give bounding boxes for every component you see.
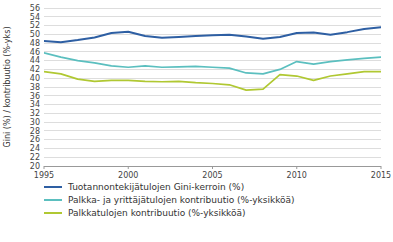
grid-line bbox=[44, 43, 381, 44]
lines bbox=[44, 27, 381, 90]
y-tick-label: 50 bbox=[30, 30, 40, 39]
legend-label: Tuotannontekijätulojen Gini-kerroin (%) bbox=[67, 182, 244, 192]
x-tick bbox=[128, 166, 129, 169]
grid-line bbox=[44, 104, 381, 105]
y-tick-label: 44 bbox=[30, 56, 40, 65]
x-tick bbox=[296, 166, 297, 169]
series-line bbox=[44, 27, 381, 42]
grid-line bbox=[44, 51, 381, 52]
grid-line bbox=[44, 78, 381, 79]
y-tick-label: 28 bbox=[30, 127, 40, 136]
legend-swatch bbox=[44, 186, 62, 188]
legend-label: Palkka- ja yrittäjätulojen kontribuutio … bbox=[68, 195, 295, 205]
x-tick bbox=[381, 166, 382, 169]
x-axis: 1995 2000 2005 2010 2015 bbox=[34, 166, 391, 180]
chart: 2022242628303234363840424446485052545619… bbox=[0, 0, 393, 242]
grid-line bbox=[44, 122, 381, 123]
y-tick-label: 22 bbox=[30, 153, 40, 162]
x-tick bbox=[212, 166, 213, 169]
series-line bbox=[44, 53, 381, 74]
y-tick-label: 20 bbox=[30, 162, 40, 171]
legend-label: Palkkatulojen kontribuutio (%-yksikköä) bbox=[68, 208, 246, 218]
grid-line bbox=[44, 130, 381, 131]
y-tick-label: 48 bbox=[30, 39, 40, 48]
grid-line bbox=[44, 25, 381, 26]
y-tick-label: 32 bbox=[30, 109, 40, 118]
y-tick-label: 30 bbox=[30, 118, 40, 127]
y-tick-label: 38 bbox=[30, 83, 40, 92]
y-tick-label: 54 bbox=[30, 13, 40, 22]
grid-line bbox=[44, 8, 381, 9]
grid-line bbox=[44, 148, 381, 149]
x-tick bbox=[44, 166, 45, 169]
legend-swatch bbox=[44, 199, 62, 201]
legend: Tuotannontekijätulojen Gini-kerroin (%) P… bbox=[44, 182, 295, 218]
y-tick-label: 36 bbox=[30, 92, 40, 101]
y-tick-label: 40 bbox=[30, 74, 40, 83]
grid-line bbox=[44, 95, 381, 96]
series-line bbox=[44, 72, 381, 90]
y-axis-label: Gini (%) / kontribuutio (%-yks) bbox=[3, 27, 12, 148]
legend-swatch bbox=[44, 212, 62, 214]
grid-line bbox=[44, 157, 381, 158]
x-tick-label: 2000 bbox=[118, 171, 138, 180]
y-tick-label: 34 bbox=[30, 100, 40, 109]
y-tick-label: 52 bbox=[30, 21, 40, 30]
y-tick-label: 24 bbox=[30, 144, 40, 153]
grid-line bbox=[44, 69, 381, 70]
x-tick-label: 1995 bbox=[34, 171, 54, 180]
x-tick-label: 2010 bbox=[287, 171, 307, 180]
y-tick-label: 46 bbox=[30, 48, 40, 57]
y-tick-label: 56 bbox=[30, 4, 40, 13]
grid-line bbox=[44, 87, 381, 88]
grid-line bbox=[44, 16, 381, 17]
y-tick-label: 26 bbox=[30, 135, 40, 144]
x-tick-label: 2015 bbox=[371, 171, 391, 180]
y-axis: 20222426283032343638404244464850525456 bbox=[30, 4, 381, 171]
grid-line bbox=[44, 113, 381, 114]
x-tick-label: 2005 bbox=[202, 171, 222, 180]
y-tick-label: 42 bbox=[30, 65, 40, 74]
grid-line bbox=[44, 139, 381, 140]
